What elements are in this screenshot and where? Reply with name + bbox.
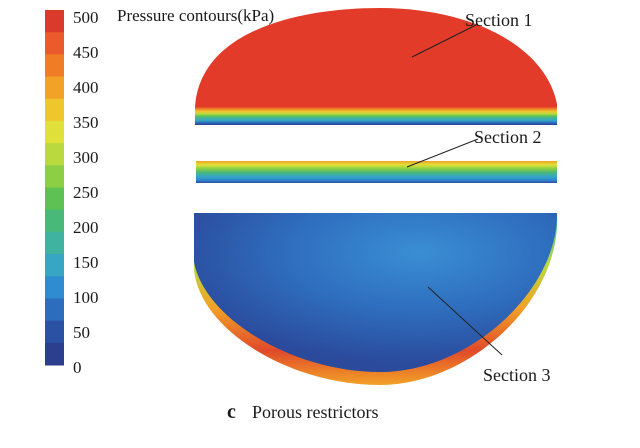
legend-tick-label: 400 <box>73 78 99 97</box>
section-3-leader <box>427 286 503 356</box>
section-2-label: Section 2 <box>474 127 542 147</box>
legend-color-band <box>45 276 64 299</box>
legend-color-band <box>45 187 64 211</box>
section-1-shape <box>195 8 557 125</box>
legend-color-band <box>45 54 64 78</box>
legend-color-band <box>45 342 64 366</box>
legend-color-band <box>45 209 64 233</box>
legend-tick-label: 50 <box>73 323 90 342</box>
legend-color-band <box>45 10 64 33</box>
section-3-label: Section 3 <box>483 365 551 385</box>
caption-letter: c <box>227 401 236 423</box>
legend-tick-label: 500 <box>73 8 99 27</box>
legend-tick-label: 100 <box>73 288 99 307</box>
section-1-leader <box>411 23 479 58</box>
legend-color-band <box>45 120 64 144</box>
legend-color-band <box>45 231 64 255</box>
legend-color-band <box>45 320 64 344</box>
legend-tick-label: 150 <box>73 253 99 272</box>
legend-color-bar <box>45 10 64 366</box>
legend-color-band <box>45 165 64 188</box>
caption-text: Porous restrictors <box>252 402 378 422</box>
legend-tick-label: 450 <box>73 43 99 62</box>
legend-color-band <box>45 254 64 277</box>
legend-tick-label: 0 <box>73 358 82 377</box>
legend-color-band <box>45 143 64 166</box>
section-3-shape <box>194 213 558 385</box>
section-2-shape <box>196 161 557 183</box>
legend-color-band <box>45 32 64 55</box>
legend-color-band <box>45 98 64 122</box>
legend-tick-label: 200 <box>73 218 99 237</box>
legend-color-band <box>45 76 64 100</box>
section-1-label: Section 1 <box>465 10 533 30</box>
legend-tick-label: 250 <box>73 183 99 202</box>
legend-tick-label: 300 <box>73 148 99 167</box>
section-2-leader <box>406 138 479 168</box>
legend-tick-label: 350 <box>73 113 99 132</box>
legend-color-band <box>45 298 64 322</box>
legend-title: Pressure contours(kPa) <box>117 6 274 25</box>
